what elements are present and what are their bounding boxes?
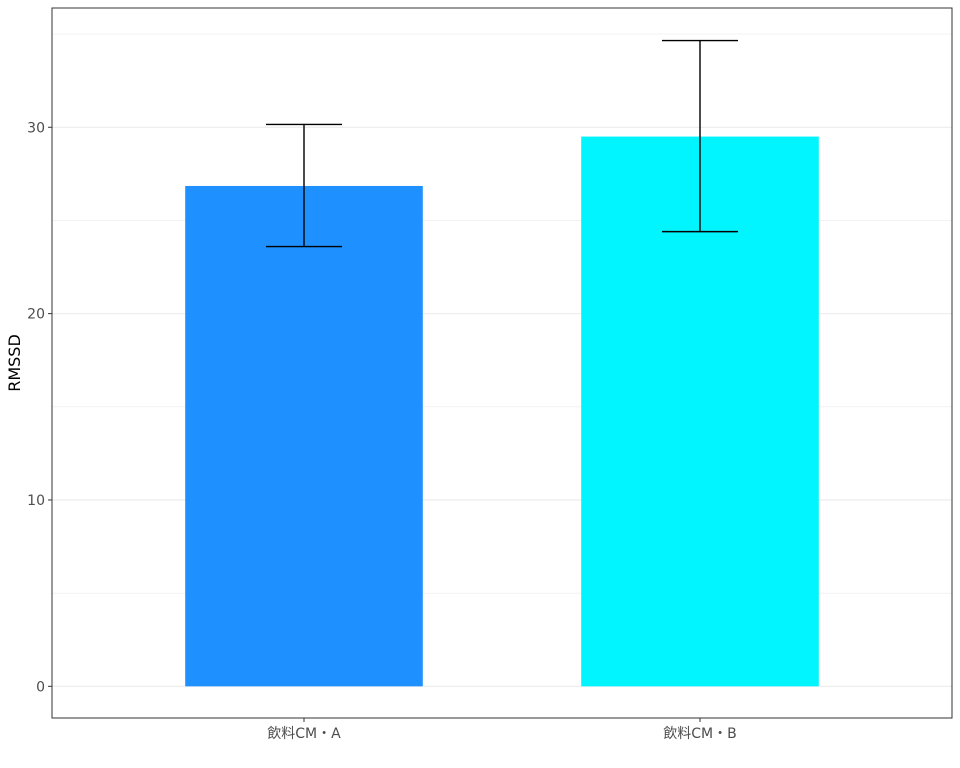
y-tick-label: 0 xyxy=(36,679,45,695)
bar xyxy=(185,185,423,687)
error-bars xyxy=(265,39,739,248)
y-axis-title: RMSSD xyxy=(5,334,24,392)
x-tick-label: 飲料CM・B xyxy=(663,726,736,742)
panel-border xyxy=(51,7,953,719)
y-tick-label: 10 xyxy=(27,493,45,509)
y-axis: 0 10 20 30 xyxy=(27,120,52,695)
x-tick-label: 飲料CM・A xyxy=(267,726,341,742)
error-bar xyxy=(265,123,343,248)
x-axis: 飲料CM・A 飲料CM・B xyxy=(267,718,737,742)
y-tick-label: 20 xyxy=(27,307,45,323)
bars xyxy=(185,136,819,687)
y-tick-label: 30 xyxy=(27,120,45,136)
error-bar xyxy=(661,39,739,233)
